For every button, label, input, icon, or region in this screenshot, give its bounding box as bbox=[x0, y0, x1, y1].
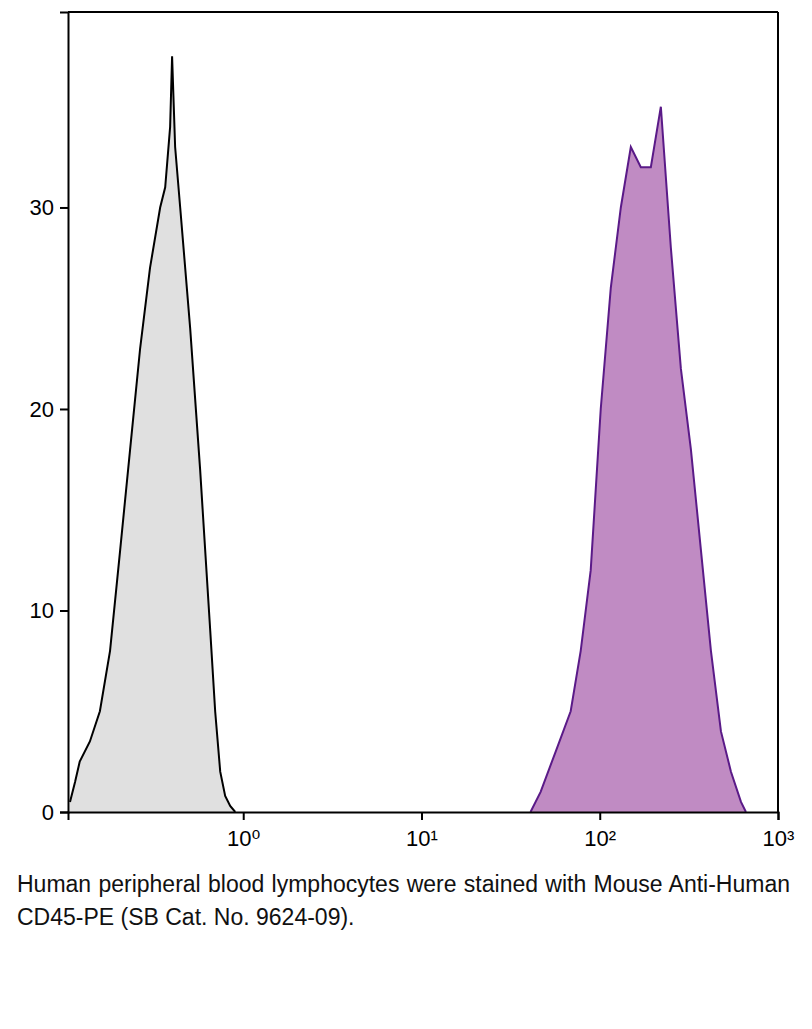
histogram-fill bbox=[70, 56, 235, 812]
x-tick: 10⁰ bbox=[227, 812, 260, 851]
x-tick-mark bbox=[599, 812, 601, 820]
x-axis: 10⁰ 10¹ 10² 10³ bbox=[69, 812, 795, 851]
y-tick-label: 0 bbox=[42, 800, 54, 825]
caption: Human peripheral blood lymphocytes were … bbox=[17, 868, 790, 934]
x-tick-label: 10⁰ bbox=[227, 826, 260, 851]
x-tick-label: 10² bbox=[584, 826, 616, 851]
x-tick-label: 10¹ bbox=[406, 826, 438, 851]
x-tick-mark bbox=[243, 812, 245, 820]
y-tick-mark bbox=[60, 812, 68, 814]
y-tick-mark bbox=[60, 207, 68, 209]
histogram-fill bbox=[531, 107, 746, 812]
frame-top bbox=[68, 11, 778, 13]
histogram-outline bbox=[531, 107, 746, 812]
y-tick-mark bbox=[60, 610, 68, 612]
y-axis: 0 10 20 30 bbox=[30, 13, 69, 825]
y-tick-label: 30 bbox=[30, 195, 54, 220]
y-tick-label: 10 bbox=[30, 598, 54, 623]
x-tick: 10¹ bbox=[406, 812, 438, 851]
x-axis-line bbox=[69, 813, 779, 821]
y-tick-label: 20 bbox=[30, 397, 54, 422]
y-tick-mark bbox=[60, 408, 68, 410]
y-axis-line bbox=[60, 13, 69, 813]
x-tick: 10³ bbox=[763, 812, 795, 851]
frame-right bbox=[777, 12, 779, 812]
y-tick: 10 bbox=[30, 598, 68, 623]
x-tick-label: 10³ bbox=[763, 826, 795, 851]
x-tick: 10² bbox=[584, 812, 616, 851]
y-tick: 30 bbox=[30, 195, 68, 220]
plot-area bbox=[70, 56, 746, 812]
y-tick: 20 bbox=[30, 397, 68, 422]
histogram-outline bbox=[70, 56, 235, 812]
y-tick: 0 bbox=[42, 800, 68, 825]
x-tick-mark bbox=[778, 812, 780, 820]
x-tick-mark bbox=[421, 812, 423, 820]
